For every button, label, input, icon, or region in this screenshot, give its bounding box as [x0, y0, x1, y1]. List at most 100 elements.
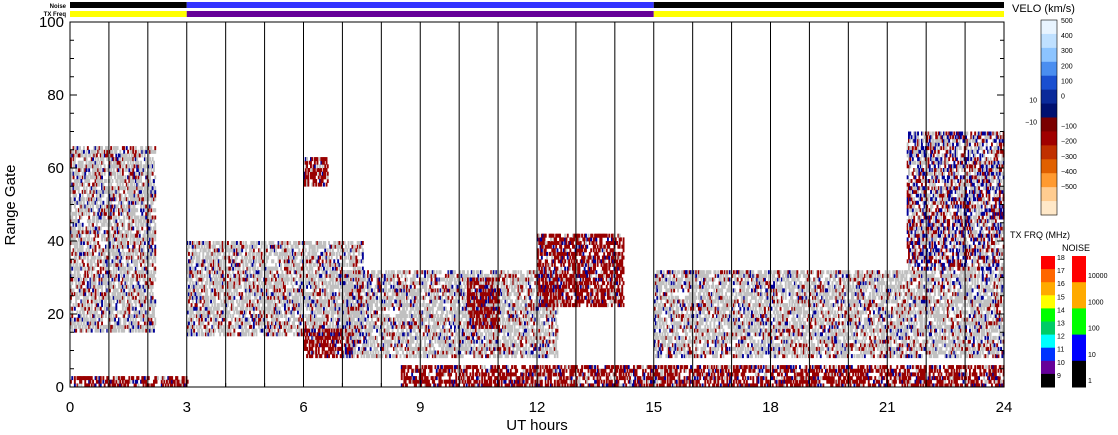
noise-tick-label: 1000: [1088, 299, 1104, 306]
noise-tick-label: 10: [1088, 352, 1096, 359]
txfreq-swatch-0: [1041, 256, 1055, 270]
scatter-region-4: [303, 157, 329, 187]
velocity-tick-label: 10: [1029, 98, 1037, 105]
velocity-swatch-11: [1041, 173, 1057, 188]
noise-swatch-4: [1072, 360, 1086, 388]
velocity-swatch-4: [1041, 75, 1057, 91]
velocity-color-scale: 500400300200100100−10−100−200−300−400−50…: [1025, 18, 1077, 216]
velocity-scale-label: VELO (km/s): [1012, 3, 1075, 15]
scatter-region-0: [70, 376, 189, 388]
y-tick-label: 40: [47, 233, 64, 250]
velocity-tick-label: 200: [1061, 63, 1073, 70]
txfreq-swatch-5: [1041, 321, 1055, 336]
velocity-tick-label: −100: [1061, 124, 1077, 131]
velocity-swatch-2: [1041, 47, 1057, 63]
txfreq-color-scale: 18 17 16 15 14 13 12 11 10 9: [1041, 255, 1065, 388]
x-tick-label: 3: [183, 399, 191, 416]
scatter-region-8: [400, 365, 656, 388]
noise-tick-label: 100: [1088, 326, 1100, 333]
velocity-swatch-9: [1041, 145, 1057, 160]
velocity-tick-label: 500: [1061, 18, 1073, 25]
noise-strip-label: Noise: [50, 4, 67, 10]
velocity-swatch-12: [1041, 187, 1057, 202]
velocity-tick-label: 300: [1061, 48, 1073, 55]
txfreq-swatch-8: [1041, 360, 1055, 375]
noise-segment-1: [186, 2, 654, 8]
velocity-swatch-10: [1041, 159, 1057, 174]
velocity-tick-label: 100: [1061, 78, 1073, 85]
y-axis-label: Range Gate: [2, 165, 19, 246]
noise-strip: [70, 2, 1004, 8]
txfreq-scale-label: TX FRQ (MHz): [1010, 230, 1070, 240]
txfreq-tick-label: 10: [1057, 360, 1065, 367]
noise-swatch-2: [1072, 308, 1086, 336]
velocity-swatch-3: [1041, 61, 1057, 77]
velocity-swatch-13: [1041, 201, 1057, 216]
x-tick-label: 21: [879, 399, 896, 416]
txfreq-segment-2: [653, 11, 1004, 17]
x-tick-label: 6: [299, 399, 307, 416]
txfreq-swatch-1: [1041, 269, 1055, 283]
txfreq-tick-label: 16: [1057, 281, 1065, 288]
txfreq-tick-label: 12: [1057, 334, 1065, 341]
velocity-tick-label: −300: [1061, 154, 1077, 161]
txfreq-tick-label: 17: [1057, 268, 1065, 275]
noise-tick-label: 1: [1088, 378, 1092, 385]
y-tick-label: 100: [39, 14, 64, 31]
txfreq-segment-1: [186, 11, 654, 17]
noise-tick-label: 10000: [1088, 273, 1108, 280]
noise-scale-label: NOISE: [1062, 243, 1090, 253]
scatter-region-9: [653, 270, 1005, 359]
y-tick-label: 20: [47, 306, 64, 323]
velocity-tick-label: 0: [1061, 93, 1065, 100]
scatter-region-2: [186, 241, 364, 337]
velocity-tick-label: −10: [1025, 120, 1037, 127]
velocity-scale-frame: [1040, 19, 1058, 216]
txfreq-swatch-6: [1041, 334, 1055, 349]
txfreq-segment-0: [70, 11, 187, 17]
noise-swatch-0: [1072, 256, 1086, 283]
velocity-tick-label: −200: [1061, 139, 1077, 146]
txfreq-swatch-3: [1041, 295, 1055, 309]
x-tick-label: 15: [645, 399, 662, 416]
noise-swatch-3: [1072, 334, 1086, 362]
x-tick-label: 0: [66, 399, 74, 416]
noise-color-scale: 10000 1000 100 10 1: [1072, 256, 1108, 388]
velocity-swatch-5: [1041, 89, 1057, 105]
txfreq-tick-label: 9: [1057, 373, 1061, 380]
noise-segment-2: [653, 2, 1004, 8]
velocity-tick-label: 400: [1061, 33, 1073, 40]
txfreq-tick-label: 18: [1057, 255, 1065, 262]
velocity-swatch-1: [1041, 33, 1057, 49]
txfreq-swatch-2: [1041, 282, 1055, 296]
txfreq-strip-label: TX Freq: [44, 12, 67, 18]
scatter-region-6: [466, 277, 500, 329]
scatter-cells: [70, 131, 1005, 388]
velocity-swatch-0: [1041, 20, 1057, 35]
velocity-swatch-8: [1041, 131, 1057, 146]
x-tick-label: 9: [416, 399, 424, 416]
txfreq-swatch-9: [1041, 373, 1055, 388]
x-axis-label: UT hours: [506, 417, 567, 434]
x-tick-label: 24: [996, 399, 1013, 416]
hour-grid-lines: [108, 22, 966, 387]
txfreq-tick-label: 14: [1057, 307, 1065, 314]
scatter-region-1: [70, 146, 157, 333]
x-tick-label: 12: [529, 399, 546, 416]
velocity-tick-label: −500: [1061, 184, 1077, 191]
y-tick-label: 80: [47, 87, 64, 104]
scatter-region-11: [906, 131, 1005, 271]
x-axis: 0 3 6 9 12 15 18 21 24: [66, 380, 1013, 416]
noise-swatch-1: [1072, 282, 1086, 309]
scatter-region-7: [537, 233, 625, 308]
velocity-swatch-7: [1041, 117, 1057, 132]
y-tick-label: 0: [56, 379, 64, 396]
txfreq-tick-label: 11: [1057, 347, 1064, 354]
y-axis: 0 20 40 60 80 100: [39, 14, 1004, 396]
txfreq-swatch-4: [1041, 308, 1055, 322]
y-tick-label: 60: [47, 160, 64, 177]
noise-segment-0: [70, 2, 187, 8]
txfreq-tick-label: 13: [1057, 321, 1065, 328]
txfreq-strip: [70, 11, 1004, 17]
